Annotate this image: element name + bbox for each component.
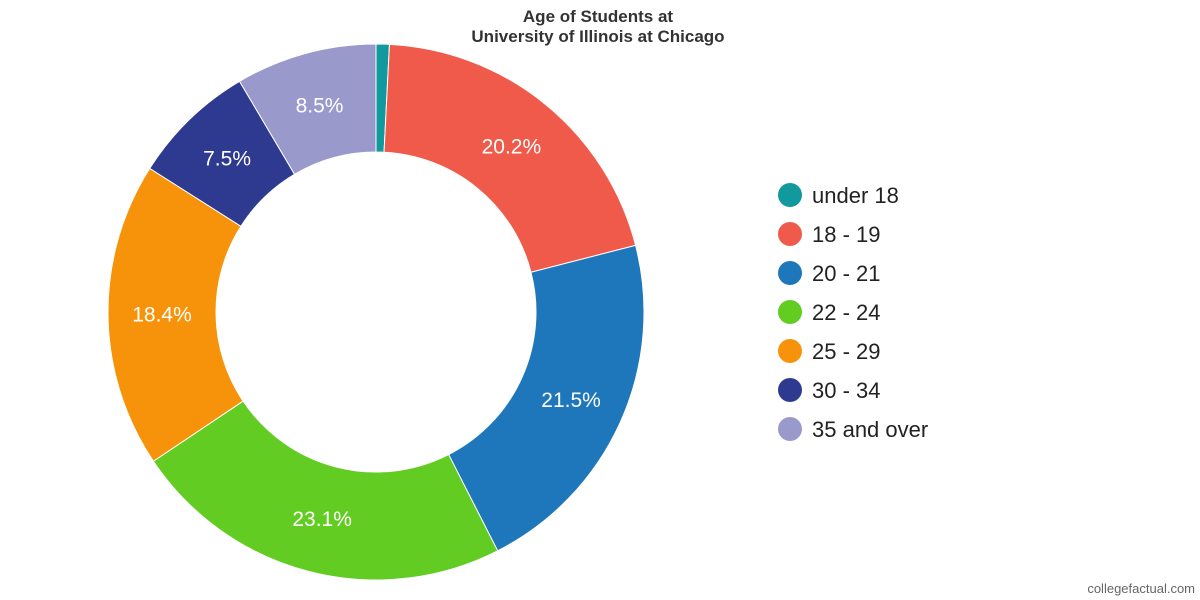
legend-swatch <box>778 222 802 246</box>
legend-item: 18 - 19 <box>778 222 881 247</box>
legend-item: 30 - 34 <box>778 378 881 403</box>
credit-text: collegefactual.com <box>1087 581 1195 596</box>
pie-slice-25-29 <box>107 167 244 462</box>
legend-label: 25 - 29 <box>812 339 881 364</box>
data-labels: 20.2% 21.5% 23.1% 18.4% 7.5% 8.5% <box>132 95 601 532</box>
legend-label: under 18 <box>812 183 899 208</box>
legend-swatch <box>778 300 802 324</box>
data-label: 23.1% <box>292 508 352 531</box>
data-label: 8.5% <box>296 95 344 118</box>
data-label: 18.4% <box>132 304 192 327</box>
pie-slices <box>107 43 645 581</box>
legend-item: under 18 <box>778 183 899 208</box>
legend-item: 22 - 24 <box>778 300 881 325</box>
legend: under 18 18 - 19 20 - 21 22 - 24 25 - 29 30 -… <box>778 183 928 442</box>
legend-swatch <box>778 261 802 285</box>
legend-item: 25 - 29 <box>778 339 881 364</box>
pie-slice-22-24 <box>152 400 499 581</box>
legend-label: 22 - 24 <box>812 300 881 325</box>
legend-swatch <box>778 339 802 363</box>
legend-swatch <box>778 378 802 402</box>
legend-label: 18 - 19 <box>812 222 881 247</box>
legend-swatch <box>778 417 802 441</box>
chart-title-line: Age of Students at <box>523 7 674 26</box>
pie-slice-35-and-over <box>238 43 377 175</box>
pie-slice-18-19 <box>383 43 637 273</box>
data-label: 21.5% <box>541 389 601 412</box>
legend-item: 20 - 21 <box>778 261 881 286</box>
legend-label: 20 - 21 <box>812 261 881 286</box>
legend-label: 35 and over <box>812 417 928 442</box>
legend-swatch <box>778 183 802 207</box>
data-label: 7.5% <box>203 147 251 170</box>
pie-slice-20-21 <box>447 244 645 552</box>
data-label: 20.2% <box>482 135 542 158</box>
legend-label: 30 - 34 <box>812 378 881 403</box>
chart-title: Age of Students at University of Illinois… <box>471 7 724 46</box>
legend-item: 35 and over <box>778 417 928 442</box>
chart-title-line: University of Illinois at Chicago <box>471 27 724 46</box>
